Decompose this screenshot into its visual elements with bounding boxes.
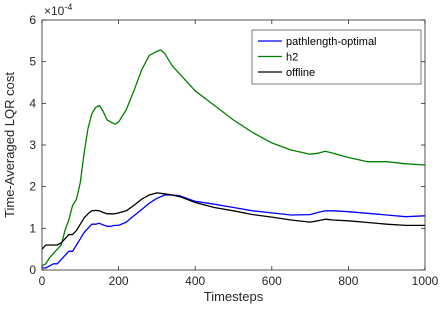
series-line-1 (41, 49, 426, 267)
y-axis-label: Time-Averaged LQR cost (2, 72, 17, 218)
x-tick-label: 400 (185, 274, 205, 288)
legend-label: offline (286, 67, 315, 79)
legend: pathlength-optimal h2 offline (251, 29, 422, 85)
y-tick-label: 6 (29, 13, 36, 27)
y-tick-label: 3 (29, 138, 36, 152)
x-axis-label: Timesteps (204, 289, 264, 304)
x-tick-label: 600 (262, 274, 282, 288)
legend-label: h2 (286, 52, 298, 64)
x-tick-label: 800 (338, 274, 358, 288)
y-axis-multiplier: ×10-4 (44, 2, 72, 18)
y-tick-label: 5 (29, 55, 36, 69)
y-tick-label: 4 (29, 96, 36, 110)
y-tick-label: 2 (29, 180, 36, 194)
series-line-0 (42, 194, 426, 269)
series-line-2 (41, 192, 425, 250)
x-tick-label: 0 (39, 274, 46, 288)
y-axis: 0 1 2 3 4 5 6 (29, 13, 425, 277)
x-tick-label: 1000 (412, 274, 439, 288)
x-tick-label: 200 (109, 274, 129, 288)
y-tick-label: 0 (29, 263, 36, 277)
x-axis: 0 200 400 600 800 1000 (39, 20, 439, 288)
plot-lines (41, 49, 426, 269)
legend-label: pathlength-optimal (286, 36, 377, 48)
y-tick-label: 1 (29, 221, 36, 235)
